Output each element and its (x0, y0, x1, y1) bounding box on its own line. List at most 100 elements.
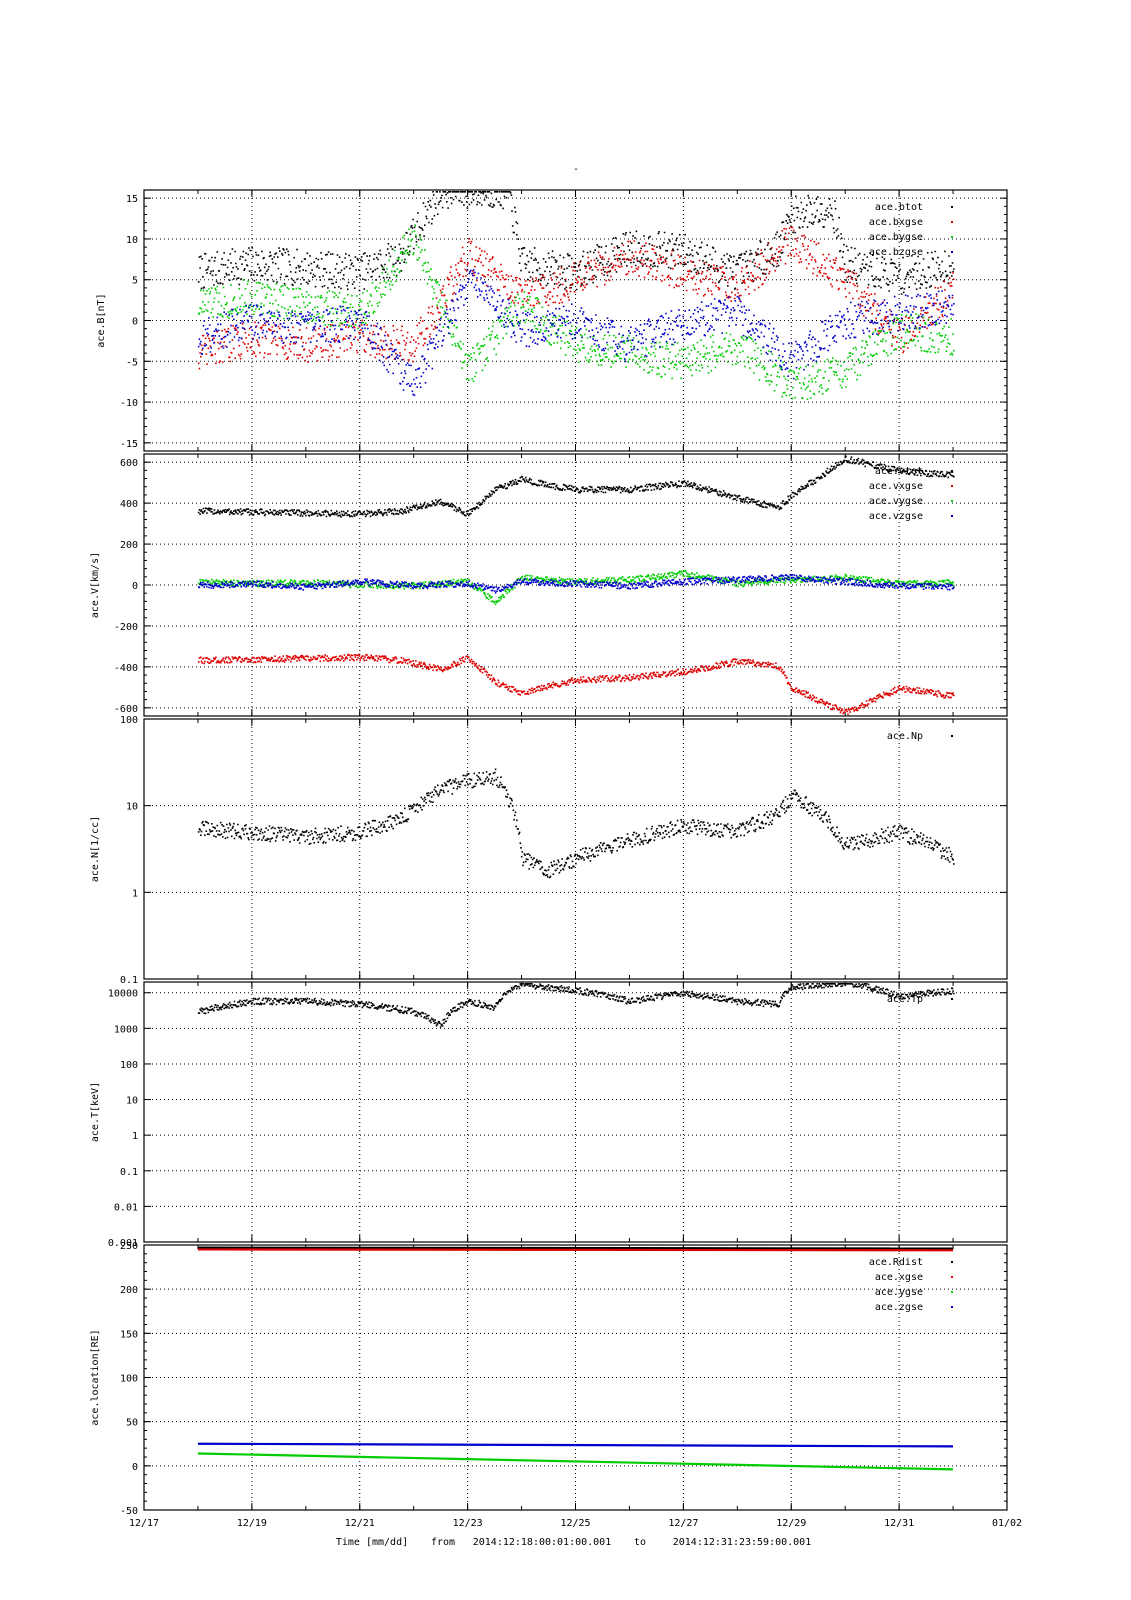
y-tick-label: 0.1 (120, 975, 138, 986)
panel-4: 0.001 0.01 0.1 1 10 100 1000 10000 ace.T[keV] ace… (90, 981, 1008, 1249)
series-line (197, 1246, 954, 1250)
series-ace-ygse (197, 1452, 954, 1471)
series-points (197, 455, 955, 518)
series-ace-vtot (197, 455, 955, 518)
series-points (197, 653, 955, 716)
legend-entry-ace-vzgse: ace.vzgse (869, 511, 923, 522)
x-tick-label: 01/02 (992, 1518, 1022, 1529)
legend-entry-ace-bygse: ace.bygse (869, 232, 923, 243)
series-line (197, 1452, 954, 1471)
series-points (197, 268, 955, 397)
panel-frame (143, 1244, 1008, 1511)
y-tick-label: -5 (126, 357, 138, 368)
legend-entry-ace-Tp: ace.Tp (887, 994, 923, 1005)
y-tick-label: 100 (120, 1374, 138, 1385)
panel-frame (143, 189, 1008, 452)
x-tick-label: 12/27 (668, 1518, 698, 1529)
y-tick-label: 100 (120, 715, 138, 726)
series-ace-bzgse (197, 268, 955, 397)
y-tick-label: 10000 (108, 989, 138, 1000)
series-ace-vygse (197, 570, 955, 606)
y-tick-label: 0.001 (108, 1238, 138, 1249)
y-axis-label: ace.N[1/cc] (90, 816, 101, 882)
legend-entry-ace-ygse: ace.ygse (875, 1287, 923, 1298)
x-tick-label: 12/31 (884, 1518, 914, 1529)
legend-entry-ace-bzgse: ace.bzgse (869, 247, 923, 258)
from-label: from (431, 1537, 455, 1548)
y-tick-label: 0 (132, 581, 138, 592)
legend-swatch (951, 206, 953, 208)
legend-entry-ace-Np: ace.Np (887, 731, 923, 742)
legend-entry-ace-xgse: ace.xgse (875, 1272, 923, 1283)
y-tick-label: 400 (120, 499, 138, 510)
y-tick-label: 0 (132, 1462, 138, 1473)
y-axis-label: ace.B[nT] (96, 293, 107, 347)
y-axis-label: ace.V[km/s] (90, 552, 101, 618)
legend-swatch (951, 1306, 953, 1308)
legend-entry-ace-vygse: ace.vygse (869, 496, 923, 507)
x-tick-label: 12/25 (560, 1518, 590, 1529)
legend-swatch (951, 251, 953, 253)
legend-entry-ace-vtot: ace.vtot (875, 466, 923, 477)
series-ace-Tp (197, 983, 955, 1028)
legend-swatch (951, 1291, 953, 1293)
y-tick-label: 10 (126, 802, 138, 813)
y-tick-label: 600 (120, 458, 138, 469)
series-ace-vxgse (197, 653, 955, 716)
y-tick-label: 50 (126, 1418, 138, 1429)
figure-title: - (573, 164, 579, 175)
y-tick-label: -15 (120, 439, 138, 450)
panel-frame (143, 453, 1008, 717)
panel-frame (143, 981, 1008, 1243)
y-tick-label: 150 (120, 1329, 138, 1340)
series-points (197, 983, 955, 1028)
y-tick-label: 100 (120, 1060, 138, 1071)
panel-5: -50 0 50 100 150 200 250 ace.location[RE] ace.Rd… (90, 1241, 1022, 1529)
y-tick-label: 200 (120, 1285, 138, 1296)
series-ace-Rdist (197, 1246, 954, 1250)
series-line (197, 1248, 954, 1252)
y-tick-label: -600 (114, 704, 138, 715)
series-ace-bygse (197, 224, 955, 401)
plot-area (197, 455, 955, 716)
legend-entry-ace-vxgse: ace.vxgse (869, 481, 923, 492)
legend-entry-ace-zgse: ace.zgse (875, 1302, 923, 1313)
y-tick-label: 0.1 (120, 1167, 138, 1178)
end-time: 2014:12:31:23:59:00.001 (673, 1537, 811, 1548)
y-tick-label: 10 (126, 235, 138, 246)
panel-1: -15 -10 -5 0 5 10 15 ace.B[nT] ace.btot ace.bxgse… (96, 189, 1008, 452)
y-tick-label: 250 (120, 1241, 138, 1252)
legend-swatch (951, 221, 953, 223)
y-tick-label: 1000 (114, 1024, 138, 1035)
y-tick-label: 1 (132, 1131, 138, 1142)
legend-swatch (951, 500, 953, 502)
legend-swatch (951, 236, 953, 238)
plot-area (197, 983, 955, 1028)
panel-3: 0.1 1 10 100 ace.N[1/cc] ace.Np (90, 715, 1008, 986)
x-axis-footer: Time [mm/dd] from 2014:12:18:00:01:00.00… (336, 1537, 811, 1548)
series-points (197, 224, 955, 401)
legend-swatch (951, 470, 953, 472)
y-tick-label: 0.01 (114, 1202, 138, 1213)
legend-entry-ace-Rdist: ace.Rdist (869, 1257, 923, 1268)
series-ace-xgse (197, 1248, 954, 1252)
start-time: 2014:12:18:00:01:00.001 (473, 1537, 611, 1548)
y-axis-label: ace.location[RE] (90, 1329, 101, 1425)
series-line (197, 1442, 954, 1448)
x-tick-label: 12/21 (345, 1518, 375, 1529)
legend-swatch (951, 735, 953, 737)
x-tick-label: 12/29 (776, 1518, 806, 1529)
panel-frame (143, 718, 1008, 980)
x-tick-label: 12/17 (129, 1518, 159, 1529)
series-points (197, 573, 955, 594)
legend-swatch (951, 1276, 953, 1278)
legend-swatch (951, 485, 953, 487)
x-tick-label: 12/19 (237, 1518, 267, 1529)
legend-swatch (951, 515, 953, 517)
y-tick-label: 0 (132, 317, 138, 328)
plot-area (197, 1246, 954, 1471)
x-axis-label: Time [mm/dd] (336, 1537, 408, 1548)
plot-area (197, 191, 955, 401)
series-ace-vzgse (197, 573, 955, 594)
